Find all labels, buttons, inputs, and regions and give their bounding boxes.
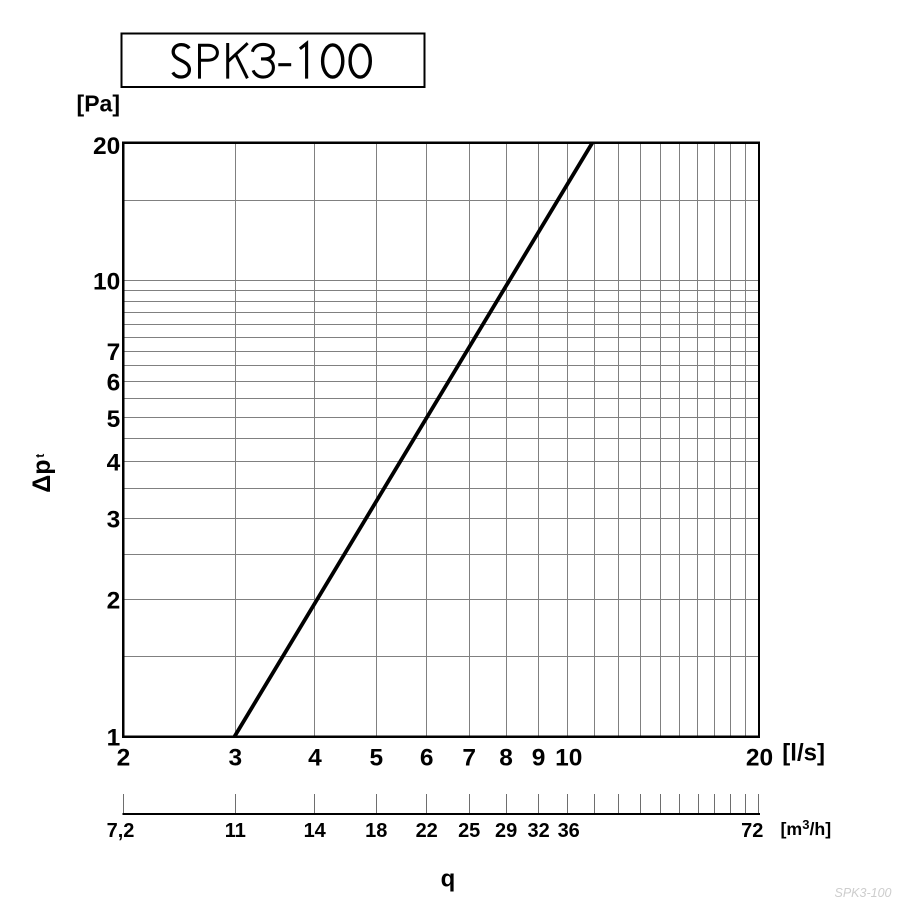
svg-text:q: q — [441, 865, 456, 892]
svg-text:4: 4 — [308, 744, 322, 771]
svg-text:8: 8 — [499, 744, 513, 771]
svg-text:[Pa]: [Pa] — [77, 91, 120, 117]
svg-text:7: 7 — [462, 744, 476, 771]
svg-text:20: 20 — [746, 744, 773, 771]
svg-text:t: t — [33, 454, 47, 458]
svg-text:Δp: Δp — [28, 459, 56, 492]
svg-text:SPK3-100: SPK3-100 — [835, 886, 892, 900]
svg-text:7,2: 7,2 — [107, 820, 135, 842]
svg-text:2: 2 — [117, 744, 131, 771]
svg-text:14: 14 — [304, 820, 327, 842]
svg-text:25: 25 — [458, 820, 480, 842]
svg-text:[m3/h]: [m3/h] — [781, 817, 832, 839]
svg-text:3: 3 — [107, 507, 121, 534]
svg-text:2: 2 — [107, 587, 121, 614]
svg-text:6: 6 — [107, 370, 121, 397]
svg-text:11: 11 — [225, 820, 246, 842]
svg-text:3: 3 — [228, 744, 242, 771]
svg-text:36: 36 — [558, 820, 580, 842]
svg-text:10: 10 — [555, 744, 582, 771]
svg-text:1: 1 — [107, 725, 121, 752]
svg-text:10: 10 — [93, 269, 120, 296]
svg-text:29: 29 — [495, 820, 517, 842]
svg-text:72: 72 — [741, 820, 763, 842]
svg-text:9: 9 — [532, 744, 546, 771]
svg-text:5: 5 — [369, 744, 383, 771]
svg-text:20: 20 — [93, 133, 120, 160]
svg-text:4: 4 — [107, 450, 121, 477]
svg-text:7: 7 — [107, 339, 121, 366]
svg-text:5: 5 — [107, 406, 121, 433]
svg-text:22: 22 — [416, 820, 438, 842]
svg-text:[l/s]: [l/s] — [782, 740, 825, 767]
svg-text:18: 18 — [365, 820, 387, 842]
svg-text:6: 6 — [420, 744, 434, 771]
svg-text:32: 32 — [527, 820, 549, 842]
